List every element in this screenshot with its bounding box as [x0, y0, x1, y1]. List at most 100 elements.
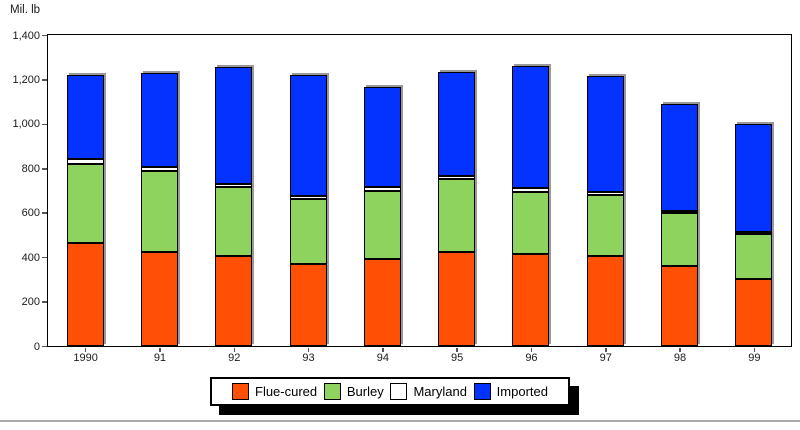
- segment-burley-99: [735, 233, 773, 280]
- segment-burley-92: [215, 187, 253, 257]
- x-tick-label-91: 91: [153, 352, 167, 364]
- segment-imported-95: [438, 71, 476, 177]
- x-tick-label-99: 99: [748, 352, 761, 364]
- x-tick-92: [233, 348, 235, 352]
- x-tick-93: [307, 348, 310, 352]
- segment-maryland-99: [735, 231, 773, 234]
- legend-swatch-maryland: [390, 383, 408, 400]
- segment-burley-95: [438, 179, 476, 252]
- segment-burley-98: [661, 212, 699, 267]
- segment-maryland-94: [363, 187, 401, 191]
- segment-maryland-98: [661, 210, 699, 213]
- legend-label-burley: Burley: [346, 384, 384, 399]
- segment-burley-1990: [66, 163, 104, 243]
- y-tick-1400: [42, 34, 47, 37]
- segment-maryland-95: [438, 176, 476, 180]
- segment-flue-cured-99: [735, 279, 773, 346]
- x-tick-label-92: 92: [228, 352, 241, 364]
- x-tick-96: [530, 348, 533, 352]
- legend-item-flue-cured: Flue-cured: [232, 383, 317, 400]
- legend-swatch-imported: [473, 383, 491, 400]
- x-tick-label-95: 95: [451, 352, 464, 364]
- x-tick-label-96: 96: [525, 352, 538, 364]
- segment-imported-93: [289, 75, 327, 197]
- legend-item-imported: Imported: [473, 383, 548, 400]
- x-tick-95: [456, 348, 458, 352]
- bar-95: [438, 71, 476, 346]
- segment-flue-cured-97: [586, 256, 624, 346]
- y-tick-label-0: 0: [33, 340, 40, 353]
- segment-maryland-92: [215, 183, 253, 188]
- figure-bottom-rule: [0, 420, 800, 422]
- bar-91: [140, 72, 178, 346]
- segment-imported-98: [661, 104, 699, 211]
- segment-maryland-91: [140, 167, 178, 171]
- y-tick-label-400: 400: [21, 251, 40, 264]
- y-tick-label-1000: 1,000: [12, 118, 40, 131]
- x-tick-label-94: 94: [376, 352, 389, 364]
- y-tick-1200: [42, 79, 47, 81]
- plot-area: [47, 34, 792, 347]
- y-tick-label-200: 200: [21, 296, 40, 309]
- y-tick-0: [42, 345, 47, 348]
- segment-imported-91: [140, 72, 178, 168]
- y-tick-400: [42, 256, 47, 259]
- bar-94: [363, 87, 401, 346]
- legend-swatch-burley: [323, 383, 341, 400]
- segment-maryland-1990: [66, 159, 104, 164]
- x-tick-label-97: 97: [599, 352, 612, 364]
- x-tick-label-98: 98: [673, 352, 687, 364]
- segment-flue-cured-94: [363, 259, 401, 346]
- segment-imported-94: [363, 87, 401, 188]
- x-tick-label-93: 93: [302, 352, 315, 364]
- segment-imported-1990: [66, 75, 104, 160]
- segment-maryland-97: [586, 191, 624, 195]
- segment-burley-94: [363, 190, 401, 260]
- x-tick-97: [605, 348, 607, 352]
- segment-flue-cured-95: [438, 251, 476, 346]
- legend-label-flue-cured: Flue-cured: [255, 384, 318, 399]
- y-tick-label-1200: 1,200: [12, 73, 40, 86]
- legend-label-imported: Imported: [496, 384, 548, 399]
- y-tick-600: [42, 212, 47, 214]
- segment-imported-92: [215, 67, 253, 184]
- y-tick-1000: [42, 123, 47, 126]
- bar-96: [512, 66, 550, 346]
- y-tick-800: [42, 168, 47, 170]
- legend-item-burley: Burley: [323, 383, 384, 400]
- bar-1990: [66, 75, 104, 346]
- segment-flue-cured-1990: [66, 242, 104, 346]
- y-tick-label-1400: 1,400: [12, 29, 40, 42]
- segment-flue-cured-91: [140, 251, 178, 346]
- segment-maryland-93: [289, 196, 327, 200]
- segment-imported-97: [586, 76, 624, 192]
- y-tick-label-600: 600: [21, 207, 40, 220]
- segment-flue-cured-92: [215, 256, 253, 346]
- legend: Flue-cured Burley Maryland Imported: [210, 377, 570, 406]
- segment-imported-99: [735, 123, 773, 232]
- y-axis-unit-label: Mil. lb: [10, 4, 41, 16]
- bar-93: [289, 75, 327, 346]
- bar-92: [215, 67, 253, 346]
- segment-burley-93: [289, 199, 327, 264]
- legend-label-maryland: Maryland: [413, 384, 467, 399]
- bar-99: [735, 123, 773, 346]
- x-tick-1990: [84, 348, 87, 352]
- segment-maryland-96: [512, 188, 550, 192]
- x-tick-99: [753, 348, 756, 352]
- x-tick-98: [679, 348, 681, 352]
- segment-burley-97: [586, 194, 624, 257]
- bar-97: [586, 76, 624, 346]
- legend-swatch-flue-cured: [232, 383, 249, 400]
- x-tick-91: [159, 348, 161, 352]
- legend-item-maryland: Maryland: [390, 383, 467, 400]
- segment-flue-cured-96: [512, 253, 550, 346]
- segment-flue-cured-98: [661, 266, 699, 346]
- segment-burley-96: [512, 191, 550, 254]
- segment-flue-cured-93: [289, 263, 327, 346]
- segment-imported-96: [512, 66, 550, 189]
- segment-burley-91: [140, 170, 178, 252]
- y-tick-label-800: 800: [21, 162, 40, 175]
- bar-98: [661, 104, 699, 346]
